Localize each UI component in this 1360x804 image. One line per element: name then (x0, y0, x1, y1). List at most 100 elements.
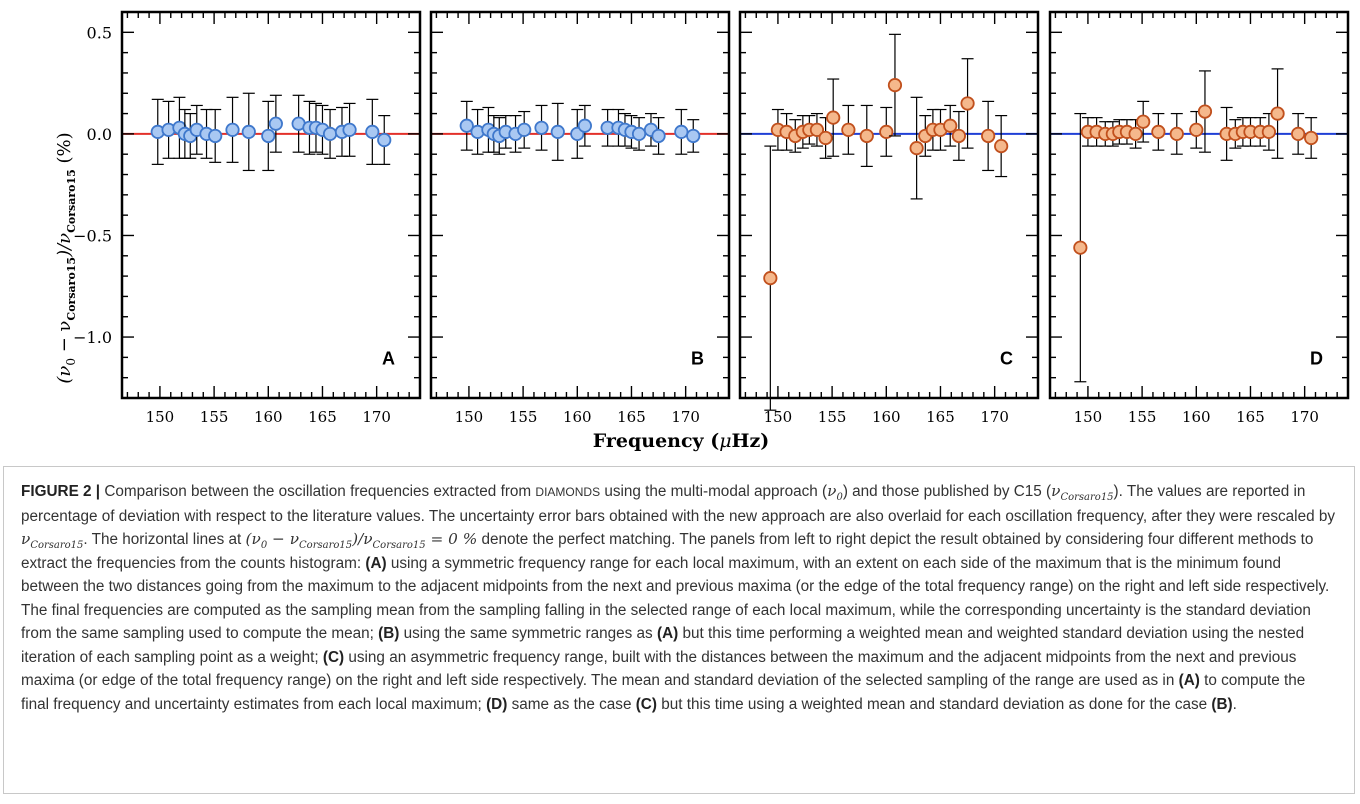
caption-text: to compute the final frequency and uncer… (21, 672, 1306, 713)
x-tick-label: 160 (254, 408, 283, 426)
data-point (631, 126, 647, 141)
y-axis-label: (ν0 − νCorsaro15)/νCorsaro15 (%) (54, 132, 78, 383)
panel-c: C 150 155 160 165 170 (738, 10, 1040, 426)
x-tick-label: 160 (1182, 408, 1211, 426)
x-tick-label: 155 (509, 408, 538, 426)
figure-caption: FIGURE 2 | Comparison between the oscill… (3, 466, 1355, 794)
data-point (1169, 126, 1184, 141)
data-point (859, 128, 874, 144)
data-point (1270, 106, 1285, 121)
data-point (241, 124, 256, 139)
data-point (841, 122, 856, 137)
panel-b: B 150 155 160 165 170 (429, 10, 731, 426)
data-point (909, 141, 924, 156)
x-tick-label: 170 (671, 408, 700, 426)
x-axis-label: Frequency (μHz) (593, 430, 770, 452)
caption-text: denote the perfect matching. The panels … (21, 531, 1314, 572)
x-tick-label: 165 (308, 408, 337, 426)
x-tick-label: 170 (980, 408, 1009, 426)
data-point (818, 130, 833, 146)
data-point (225, 122, 240, 137)
x-tick-label: 155 (818, 408, 847, 426)
panel-d: D 150 155 160 165 170 (1048, 10, 1350, 426)
data-point (1136, 114, 1151, 129)
data-point (459, 118, 474, 133)
data-point (517, 122, 532, 137)
data-point (1197, 104, 1213, 119)
caption-ref: (C) (322, 648, 345, 666)
data-point (809, 122, 825, 137)
caption-software-name: DIAMONDS (535, 485, 601, 499)
caption-ref: (B) (1211, 695, 1233, 713)
x-tick-label: 155 (200, 408, 229, 426)
caption-text: using the same symmetric ranges as (403, 625, 653, 642)
x-tick-label: 160 (872, 408, 901, 426)
panel-frame (738, 10, 1040, 400)
caption-text: using a symmetric frequency range for ea… (21, 554, 1330, 643)
data-point (1261, 124, 1276, 139)
panel-label: C (1000, 348, 1013, 368)
data-point (674, 124, 689, 139)
data-point (994, 138, 1009, 154)
data-point (951, 128, 966, 144)
y-tick-label: 0.5 (87, 23, 112, 42)
caption-ref: (C) (635, 695, 657, 713)
data-point (1189, 122, 1204, 137)
caption-text: using an asymmetric frequency range, bui… (21, 648, 1297, 690)
caption-ref: (B) (378, 625, 400, 642)
panel-label: D (1310, 348, 1323, 368)
data-point (208, 128, 223, 144)
data-point (534, 120, 549, 135)
caption-text: but this time using a weighted mean and … (661, 695, 1208, 713)
x-tick-label: 150 (764, 408, 793, 426)
data-point (943, 118, 958, 133)
caption-math: νCorsaro15 (1051, 482, 1114, 504)
panel-frame (1048, 10, 1350, 400)
x-tick-label: 165 (617, 408, 646, 426)
data-point (879, 124, 894, 139)
caption-text: . The horizontal lines at (83, 531, 242, 548)
figure-2-chart: (ν0 − νCorsaro15)/νCorsaro15 (%) Frequen… (54, 10, 1350, 452)
caption-text: but this time performing a weighted mean… (21, 625, 1305, 666)
x-tick-label: 160 (563, 408, 592, 426)
caption-ref: (A) (1178, 672, 1200, 689)
x-tick-label: 170 (1290, 408, 1319, 426)
caption-text: using the multi-modal approach ( (604, 483, 828, 500)
data-point (322, 126, 338, 141)
x-tick-label: 165 (926, 408, 955, 426)
data-point (550, 124, 565, 139)
data-point (651, 128, 666, 144)
data-point (1291, 126, 1306, 141)
caption-math: ν0 (827, 482, 843, 504)
x-tick-label: 150 (455, 408, 484, 426)
caption-ref: (A) (656, 625, 679, 642)
data-point (686, 128, 701, 144)
caption-text: same as the case (511, 695, 632, 713)
caption-label: FIGURE 2 | (21, 483, 101, 500)
data-point (763, 271, 778, 286)
x-tick-label: 165 (1236, 408, 1265, 426)
data-point (261, 128, 276, 144)
panel-label: A (382, 348, 395, 368)
y-tick-label: −0.5 (73, 226, 112, 245)
x-tick-label: 170 (362, 408, 391, 426)
caption-text: ) and those published by C15 ( (842, 483, 1052, 500)
data-point (1304, 130, 1319, 146)
x-tick-label: 150 (146, 408, 175, 426)
data-point (365, 124, 380, 139)
panel-a: A 150 155 160 165 170 0.5 0.0 −0.5 −1.0 (73, 10, 422, 426)
caption-text: Comparison between the oscillation frequ… (104, 483, 532, 500)
panel-frame (429, 10, 731, 400)
data-point (826, 110, 841, 125)
data-point (1151, 124, 1166, 139)
panel-frame (120, 10, 422, 400)
x-tick-label: 150 (1074, 408, 1103, 426)
data-point (981, 128, 996, 144)
panel-label: B (691, 348, 704, 368)
data-point (342, 122, 357, 137)
data-point (1128, 126, 1143, 141)
data-point (1073, 240, 1088, 255)
y-tick-label: −1.0 (73, 328, 112, 347)
caption-ref: (A) (365, 554, 387, 572)
data-point (377, 132, 392, 148)
